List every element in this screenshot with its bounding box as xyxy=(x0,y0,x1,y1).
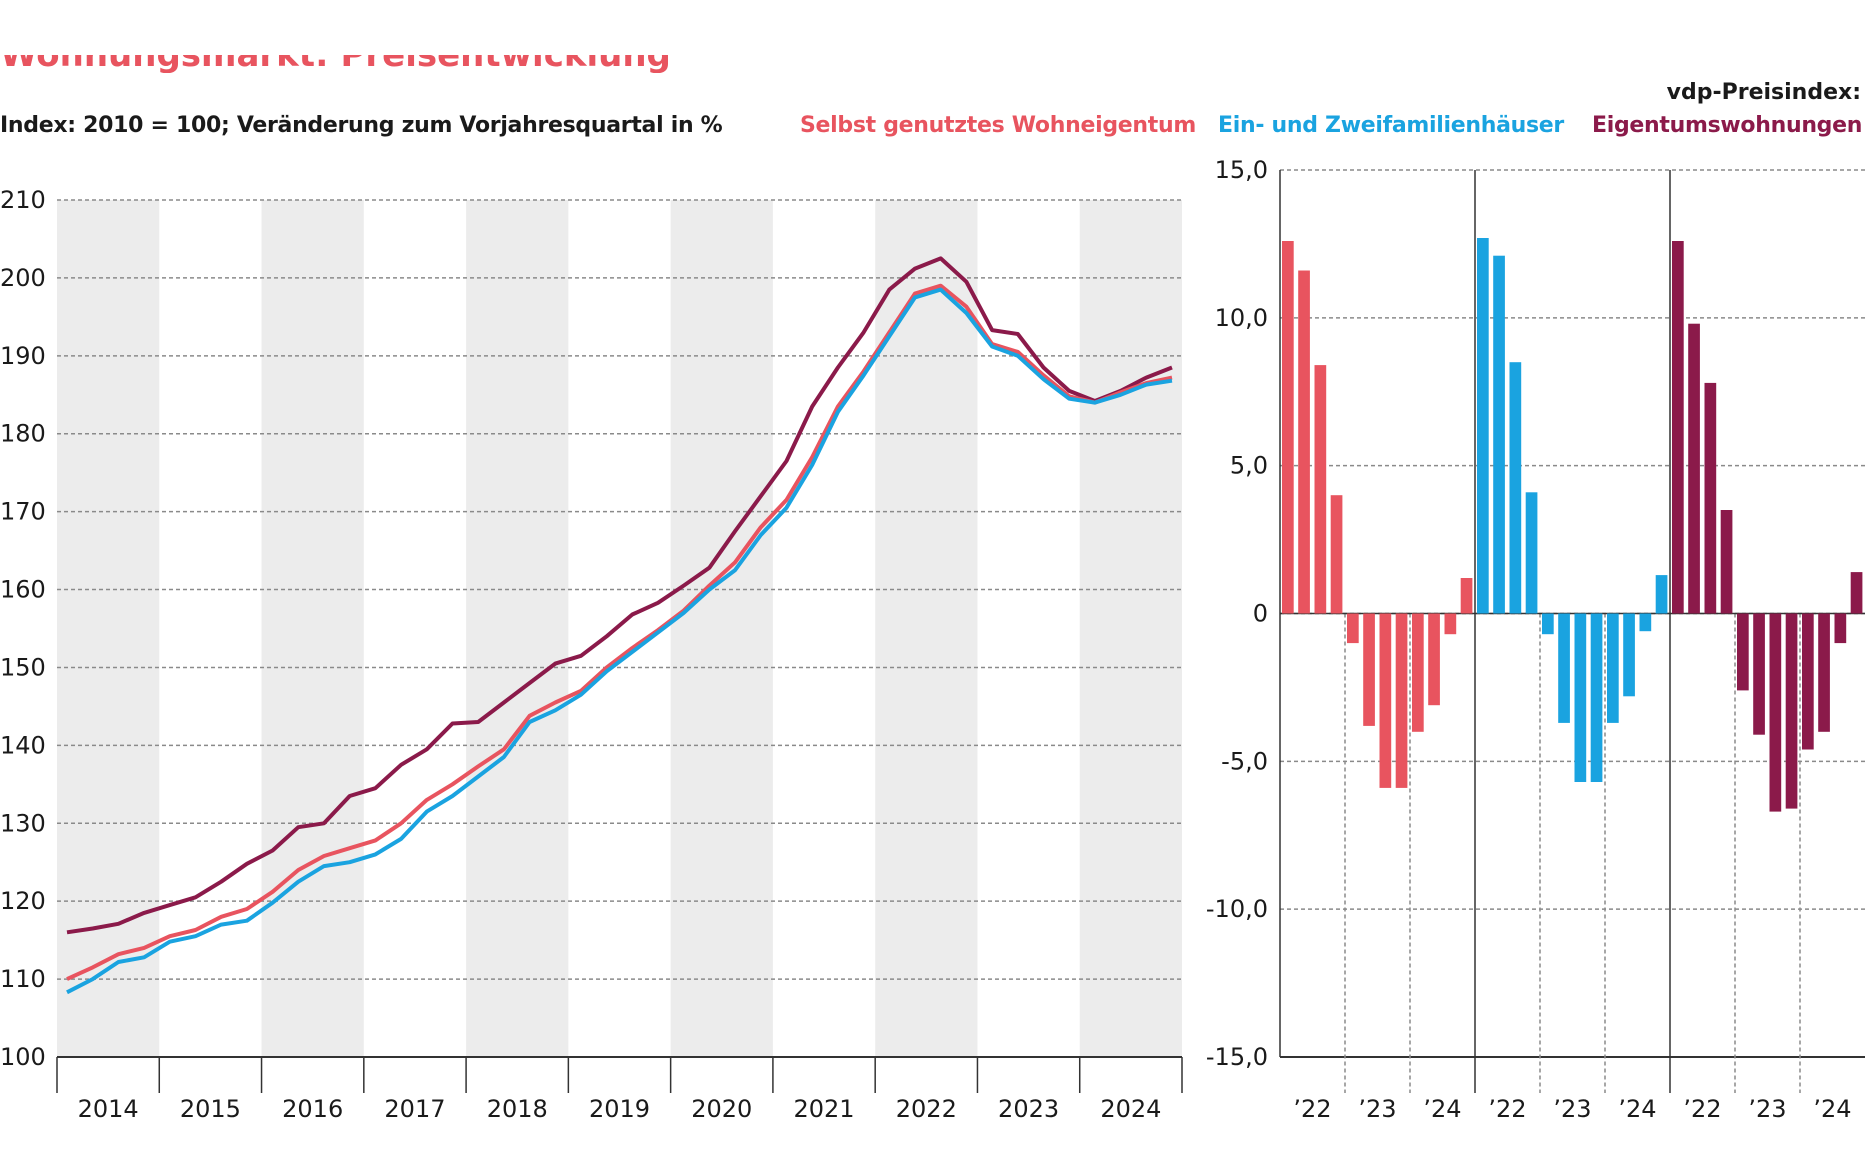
bar xyxy=(1818,613,1830,732)
x-tick-label: 2019 xyxy=(589,1095,650,1123)
bar xyxy=(1785,613,1798,809)
x-tick-label: 2021 xyxy=(794,1095,855,1123)
bar xyxy=(1720,510,1733,614)
bar xyxy=(1493,255,1505,614)
bar-y-tick-label: -5,0 xyxy=(1221,747,1268,775)
year-band xyxy=(875,200,978,1057)
bar xyxy=(1753,613,1765,735)
bar-group-label: ’23 xyxy=(1553,1095,1591,1123)
bar-group-label: ’23 xyxy=(1748,1095,1786,1123)
year-band xyxy=(1079,200,1182,1057)
year-band xyxy=(670,200,773,1057)
legend-eigentum: Eigentumswohnungen xyxy=(1592,113,1863,138)
y-tick-label: 110 xyxy=(0,965,46,993)
y-tick-label: 170 xyxy=(0,498,46,526)
y-tick-label: 190 xyxy=(0,342,46,370)
year-band xyxy=(57,200,160,1057)
bar xyxy=(1623,613,1635,697)
bar xyxy=(1460,578,1473,614)
bar xyxy=(1737,613,1749,691)
year-band xyxy=(261,200,364,1057)
bar xyxy=(1298,270,1310,614)
x-tick-label: 2016 xyxy=(282,1095,343,1123)
bar xyxy=(1428,613,1440,706)
bar xyxy=(1379,613,1392,788)
bar-group-label: ’24 xyxy=(1423,1095,1461,1123)
series-line xyxy=(66,256,1173,935)
bar-group-label: ’23 xyxy=(1358,1095,1396,1123)
legend-selbst: Selbst genutztes Wohneigentum xyxy=(800,113,1196,138)
bar xyxy=(1330,495,1343,614)
bar xyxy=(1525,492,1538,614)
index-name-label: vdp-Preisindex: xyxy=(1666,80,1861,105)
bar xyxy=(1347,613,1359,644)
y-tick-label: 200 xyxy=(0,264,46,292)
y-tick-label: 140 xyxy=(0,731,46,759)
legend-einzwei: Ein- und Zweifamilienhäuser xyxy=(1218,113,1564,138)
x-tick-label: 2017 xyxy=(384,1095,445,1123)
y-tick-label: 130 xyxy=(0,809,46,837)
bar xyxy=(1395,613,1408,788)
bar-y-tick-label: -10,0 xyxy=(1206,895,1268,923)
bar xyxy=(1607,613,1619,723)
bar xyxy=(1542,613,1554,635)
bar xyxy=(1558,613,1570,723)
x-tick-label: 2022 xyxy=(896,1095,957,1123)
chart-title: Wohnungsmarkt: Preisentwicklung xyxy=(0,55,680,73)
bar xyxy=(1688,323,1700,614)
y-tick-label: 210 xyxy=(0,186,46,214)
bar-y-tick-label: 10,0 xyxy=(1215,304,1268,332)
bar-y-tick-label: 15,0 xyxy=(1215,156,1268,184)
bar xyxy=(1282,241,1294,614)
bar-group-label: ’24 xyxy=(1813,1095,1851,1123)
series-line xyxy=(66,287,1173,995)
bar-y-tick-label: 0 xyxy=(1253,600,1268,628)
bar xyxy=(1314,365,1327,614)
bar xyxy=(1834,613,1847,644)
bar-group-label: ’22 xyxy=(1683,1095,1721,1123)
x-tick-label: 2024 xyxy=(1100,1095,1161,1123)
y-tick-label: 100 xyxy=(0,1043,46,1071)
y-tick-label: 180 xyxy=(0,420,46,448)
bar xyxy=(1412,613,1424,732)
chart-subtitle: Index: 2010 = 100; Veränderung zum Vorja… xyxy=(0,113,723,138)
x-tick-label: 2014 xyxy=(78,1095,139,1123)
bar xyxy=(1363,613,1375,726)
bar xyxy=(1672,241,1684,614)
bar-group-label: ’22 xyxy=(1488,1095,1526,1123)
bar xyxy=(1477,238,1489,614)
bar xyxy=(1509,362,1522,614)
bar xyxy=(1655,575,1668,614)
bar-y-tick-label: 5,0 xyxy=(1230,452,1268,480)
bar xyxy=(1802,613,1814,750)
bar xyxy=(1590,613,1603,782)
x-tick-label: 2023 xyxy=(998,1095,1059,1123)
y-tick-label: 120 xyxy=(0,887,46,915)
bar-group-label: ’24 xyxy=(1618,1095,1656,1123)
bar xyxy=(1444,613,1457,635)
x-tick-label: 2020 xyxy=(691,1095,752,1123)
bar xyxy=(1639,613,1652,632)
bar-y-tick-label: -15,0 xyxy=(1206,1043,1268,1071)
year-band xyxy=(466,200,569,1057)
x-tick-label: 2018 xyxy=(487,1095,548,1123)
x-tick-label: 2015 xyxy=(180,1095,241,1123)
bar xyxy=(1850,572,1863,614)
y-tick-label: 150 xyxy=(0,653,46,681)
bar-group-label: ’22 xyxy=(1293,1095,1331,1123)
y-tick-label: 160 xyxy=(0,576,46,604)
bar xyxy=(1704,382,1717,614)
bar xyxy=(1769,613,1782,812)
bar xyxy=(1574,613,1587,782)
